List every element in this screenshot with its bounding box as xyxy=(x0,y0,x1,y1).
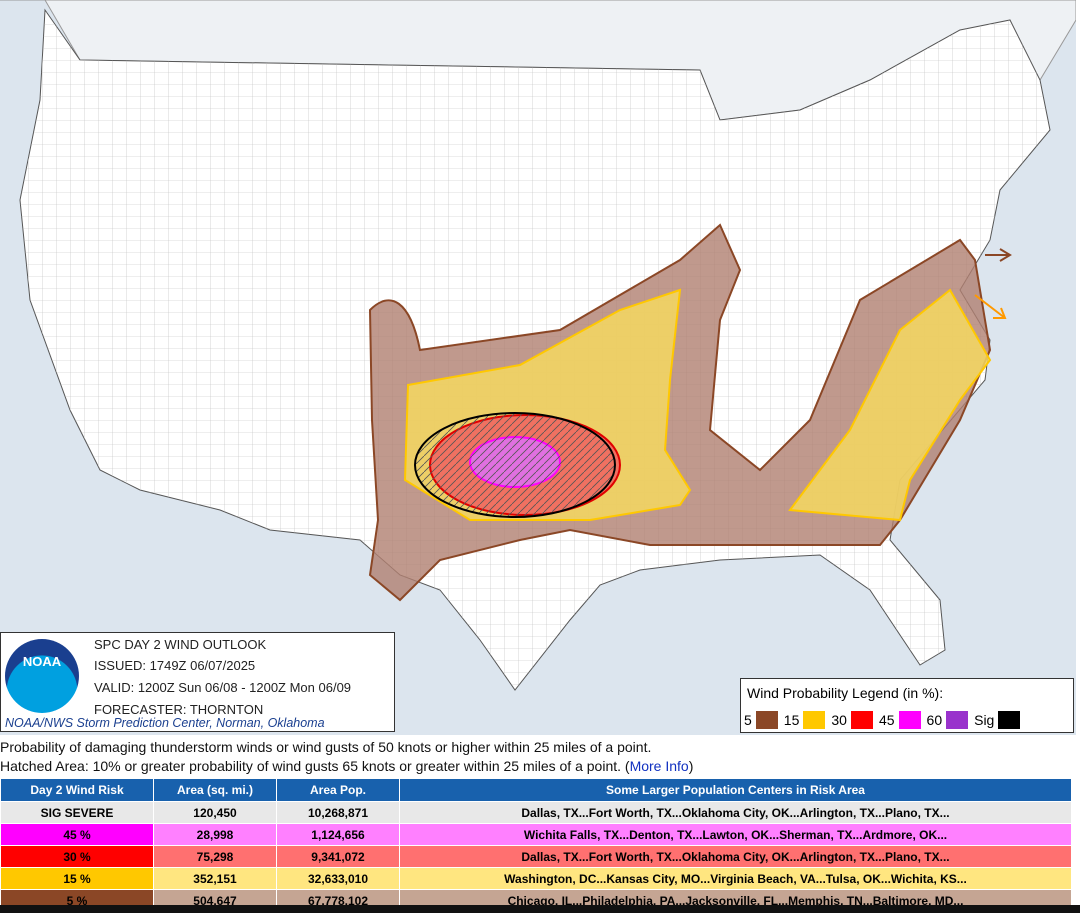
legend-title: Wind Probability Legend (in %): xyxy=(747,685,944,701)
column-header: Day 2 Wind Risk xyxy=(0,778,154,802)
legend-items: 5 15 30 45 60 Sig xyxy=(744,711,1026,729)
legend-label: 30 xyxy=(831,712,847,728)
forecaster: FORECASTER: THORNTON xyxy=(94,702,264,717)
logo: NOAA xyxy=(5,639,79,713)
column-header: Area (sq. mi.) xyxy=(153,778,277,802)
table-cell: 28,998 xyxy=(153,823,277,846)
info-box: NOAA SPC DAY 2 WIND OUTLOOK ISSUED: 1749… xyxy=(0,632,395,732)
footer-bar xyxy=(0,905,1080,913)
legend-label: 45 xyxy=(878,712,895,728)
legend-swatch xyxy=(998,711,1021,729)
table-cell: Wichita Falls, TX...Denton, TX...Lawton,… xyxy=(399,823,1072,846)
table-cell: 75,298 xyxy=(153,845,277,868)
text: ) xyxy=(688,758,694,774)
table-cell: 32,633,010 xyxy=(276,867,400,890)
description-line: Probability of damaging thunderstorm win… xyxy=(0,739,652,755)
table-row: 45 % 28,998 1,124,656 Wichita Falls, TX...D… xyxy=(0,823,1072,846)
table-cell: SIG SEVERE xyxy=(0,801,154,824)
legend-item: Sig xyxy=(974,711,1021,729)
table-cell: Dallas, TX...Fort Worth, TX...Oklahoma C… xyxy=(399,845,1072,868)
description: Probability of damaging thunderstorm win… xyxy=(0,738,693,776)
legend-item: 60 xyxy=(927,711,969,729)
legend-swatch xyxy=(850,711,873,729)
table-cell: 120,450 xyxy=(153,801,277,824)
legend-label: 60 xyxy=(926,712,943,728)
legend: Wind Probability Legend (in %): 5 15 30 45 6… xyxy=(740,678,1074,733)
map xyxy=(0,0,1076,735)
legend-label: 15 xyxy=(783,712,800,728)
issued: ISSUED: 1749Z 06/07/2025 xyxy=(94,658,256,673)
table-cell: 45 % xyxy=(0,823,154,846)
table-cell: 352,151 xyxy=(153,867,277,890)
table-row: 15 % 352,151 32,633,010 Washington, DC...Ka… xyxy=(0,867,1072,890)
more-info-link[interactable]: More Info xyxy=(629,758,689,774)
table-row: SIG SEVERE 120,450 10,268,871 Dallas, TX...… xyxy=(0,801,1072,824)
valid: VALID: 1200Z Sun 06/08 - 1200Z Mon 06/09 xyxy=(94,680,352,695)
legend-item: 45 xyxy=(879,711,921,729)
header-row: Day 2 Wind Risk Area (sq. mi.) Area Pop. So… xyxy=(0,778,1072,802)
table-row: 30 % 75,298 9,341,072 Dallas, TX...Fort Wor… xyxy=(0,845,1072,868)
table-cell: 30 % xyxy=(0,845,154,868)
legend-swatch xyxy=(755,711,778,729)
text: Hatched Area: 10% or greater probability… xyxy=(0,758,630,774)
title: SPC DAY 2 WIND OUTLOOK xyxy=(94,637,267,652)
table-cell: 15 % xyxy=(0,867,154,890)
table-cell: 10,268,871 xyxy=(276,801,400,824)
legend-label: Sig xyxy=(974,712,995,728)
legend-label: 5 xyxy=(744,712,752,728)
agency: NOAA/NWS Storm Prediction Center, Norman… xyxy=(5,716,325,730)
table-cell: 1,124,656 xyxy=(276,823,400,846)
description-line: Hatched Area: 10% or greater probability… xyxy=(0,757,693,776)
risk-table: Day 2 Wind Risk Area (sq. mi.) Area Pop. So… xyxy=(0,778,1072,912)
column-header: Area Pop. xyxy=(276,778,400,802)
legend-swatch xyxy=(803,711,826,729)
legend-swatch xyxy=(898,711,921,729)
legend-item: 15 xyxy=(784,711,826,729)
column-header: Some Larger Population Centers in Risk A… xyxy=(399,778,1072,802)
table-cell: 9,341,072 xyxy=(276,845,400,868)
legend-item: 30 xyxy=(831,711,873,729)
table-cell: Dallas, TX...Fort Worth, TX...Oklahoma C… xyxy=(399,801,1072,824)
legend-item: 5 xyxy=(744,711,778,729)
table-cell: Washington, DC...Kansas City, MO...Virgi… xyxy=(399,867,1072,890)
legend-swatch xyxy=(946,711,969,729)
